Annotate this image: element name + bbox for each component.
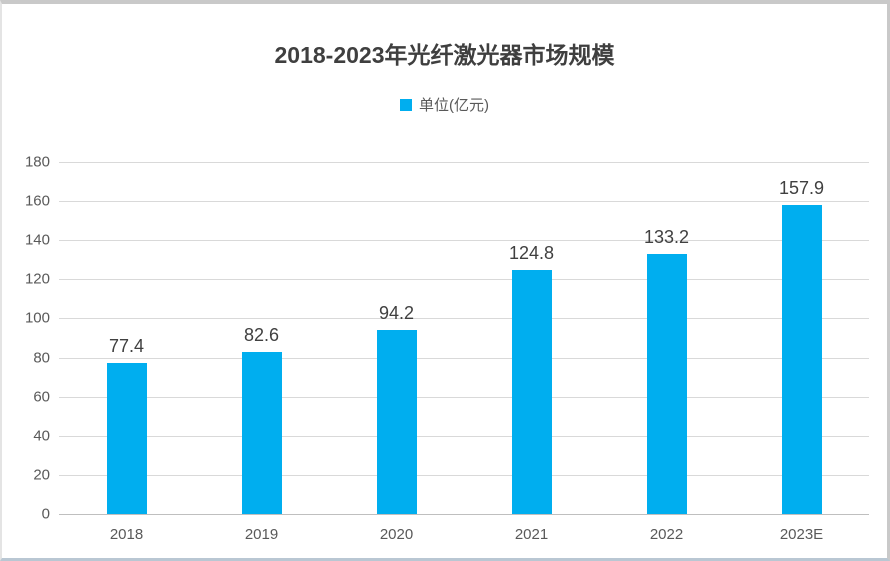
bar-2022: [646, 253, 687, 514]
chart-title: 2018-2023年光纤激光器市场规模: [274, 42, 615, 68]
data-label-2020: 94.2: [378, 302, 415, 323]
data-label-2018: 77.4: [108, 335, 145, 356]
gridline: [59, 474, 869, 476]
y-axis-tick-label: 60: [33, 388, 50, 406]
y-axis-tick-label: 20: [33, 466, 50, 484]
data-label-2019: 82.6: [243, 325, 280, 346]
y-axis-tick-label: 100: [24, 309, 50, 327]
plot-area: [59, 162, 869, 515]
y-axis-tick-label: 80: [33, 349, 50, 367]
x-axis-tick-label: 2022: [649, 526, 684, 543]
legend: 单位(亿元): [2, 94, 887, 115]
gridline: [59, 162, 869, 163]
gridline: [59, 318, 869, 320]
x-axis-tick-label: 2021: [514, 526, 549, 543]
bar-2019: [241, 352, 282, 514]
gridline: [59, 357, 869, 359]
bar-2021: [511, 269, 552, 514]
y-axis-tick-label: 140: [24, 231, 50, 249]
data-label-2023E: 157.9: [778, 178, 825, 199]
y-axis-tick-label: 0: [41, 505, 50, 523]
gridline: [59, 396, 869, 398]
legend-label: 单位(亿元): [419, 97, 489, 114]
x-axis-line: [59, 514, 869, 515]
gridline: [59, 240, 869, 242]
bar-2018: [106, 362, 147, 514]
gridline: [59, 435, 869, 437]
legend-marker-icon: [400, 98, 412, 111]
gridline: [59, 201, 869, 203]
bar-2023E: [781, 205, 822, 514]
x-axis-tick-label: 2020: [379, 526, 414, 543]
y-axis-tick-label: 40: [33, 427, 50, 445]
gridline: [59, 279, 869, 281]
data-label-2022: 133.2: [643, 226, 690, 247]
y-axis-tick-label: 160: [24, 192, 50, 210]
x-axis-tick-label: 2019: [244, 526, 279, 543]
bar-2020: [376, 329, 417, 514]
data-label-2021: 124.8: [508, 242, 555, 263]
y-axis-tick-label: 120: [24, 270, 50, 288]
x-axis-tick-label: 2023E: [779, 526, 824, 543]
y-axis-tick-label: 180: [24, 153, 50, 171]
x-axis-tick-label: 2018: [109, 526, 144, 543]
